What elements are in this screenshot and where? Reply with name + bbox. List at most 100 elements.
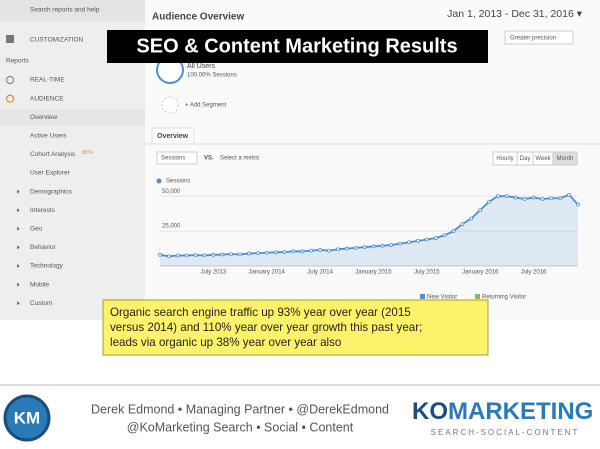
segment-name[interactable]: All Users	[187, 63, 216, 70]
point	[513, 195, 518, 200]
nav-item[interactable]: REAL-TIME	[30, 77, 65, 84]
logo-ko: KO	[412, 398, 448, 425]
point	[318, 248, 322, 252]
footer-line: Derek Edmond • Managing Partner • @Derek…	[91, 402, 389, 416]
point	[264, 250, 269, 255]
expand-arrow	[17, 208, 20, 213]
slide-title: SEO & Content Marketing Results	[136, 35, 457, 57]
nav-item[interactable]: Interests	[30, 207, 56, 214]
point	[460, 222, 465, 227]
legend-swatch	[156, 178, 162, 184]
point	[558, 196, 563, 201]
granularity-button[interactable]	[552, 151, 578, 166]
point	[567, 192, 572, 197]
search-placeholder: Search reports and help	[30, 7, 100, 14]
nav-icon	[6, 94, 14, 103]
point	[335, 247, 340, 252]
point	[220, 252, 225, 257]
callout-line: Organic search engine traffic up 93% yea…	[110, 306, 411, 319]
point	[424, 237, 429, 242]
callout-line: leads via organic up 38% year over year …	[110, 336, 341, 349]
legend-label: Sessions	[166, 179, 190, 185]
expand-arrow	[17, 189, 20, 194]
nav-item[interactable]: AUDIENCE	[30, 95, 64, 102]
y-tick-label: 25,000	[162, 224, 181, 230]
badge	[3, 394, 51, 442]
point	[487, 199, 491, 204]
footer-line: @KoMarketing Search • Social • Content	[127, 420, 354, 434]
point	[229, 252, 234, 257]
point	[175, 253, 180, 258]
point	[291, 249, 296, 254]
point	[255, 251, 260, 256]
nav-item[interactable]: CUSTOMIZATION	[30, 37, 84, 44]
tab[interactable]	[151, 127, 195, 145]
nav-item[interactable]: Behavior	[30, 244, 56, 251]
point	[353, 245, 358, 250]
metric-select[interactable]	[156, 151, 198, 165]
point	[549, 196, 554, 201]
date-range[interactable]: Jan 1, 2013 - Dec 31, 2016 ▾	[447, 8, 583, 20]
callout-line: versus 2014) and 110% year over year gro…	[110, 321, 422, 334]
add-segment-icon	[161, 96, 179, 114]
point	[282, 250, 287, 254]
point	[362, 245, 367, 250]
logo: KOMARKETING	[412, 398, 593, 425]
point	[211, 252, 216, 257]
vs-label: VS.	[204, 156, 214, 162]
point	[380, 243, 385, 248]
x-tick-label: January 2015	[355, 270, 392, 276]
point	[531, 195, 536, 200]
nav-item[interactable]: Overview	[30, 114, 57, 121]
expand-arrow	[17, 282, 20, 287]
expand-arrow	[17, 245, 20, 250]
point	[371, 244, 376, 249]
nav-item[interactable]: Cohort Analysis	[30, 151, 76, 158]
precision-button[interactable]	[504, 30, 574, 45]
x-tick-label: July 2014	[307, 270, 333, 276]
logo-rest: MARKETING	[448, 398, 593, 425]
nav-highlight	[0, 109, 145, 126]
x-tick-label: July 2016	[521, 270, 547, 276]
button-label: Month	[557, 156, 574, 162]
point	[327, 248, 331, 253]
nav-item[interactable]: Active Users	[30, 133, 67, 140]
button-label: Week	[535, 156, 551, 162]
area	[160, 194, 578, 266]
point	[344, 246, 349, 251]
point	[398, 241, 403, 246]
callout	[102, 299, 489, 356]
nav-item[interactable]: Custom	[30, 300, 52, 307]
section-label: Reports	[6, 58, 30, 65]
expand-arrow	[17, 301, 20, 306]
point	[184, 253, 189, 258]
add-segment[interactable]: + Add Segment	[185, 103, 227, 109]
nav-item[interactable]: Demographics	[30, 188, 73, 195]
nav-item[interactable]: Technology	[30, 263, 64, 270]
tab-label: Overview	[157, 133, 189, 140]
nav-item[interactable]: Geo	[30, 226, 43, 233]
point	[442, 233, 447, 238]
page-title: Audience Overview	[152, 12, 244, 23]
point	[540, 197, 545, 201]
point	[522, 197, 527, 201]
metric-label: Sessions	[161, 156, 185, 162]
point	[193, 253, 198, 258]
search-box[interactable]	[0, 0, 145, 22]
point	[451, 229, 456, 233]
point	[576, 202, 580, 207]
point	[309, 248, 314, 253]
point	[504, 194, 509, 199]
select-metric[interactable]: Select a metric	[220, 156, 260, 162]
nav-item[interactable]: User Explorer	[30, 170, 71, 177]
x-tick-label: July 2015	[414, 270, 440, 276]
badge-text: KM	[14, 408, 40, 427]
point	[407, 240, 411, 245]
button-label: Hourly	[496, 156, 513, 162]
legend-swatch	[475, 294, 480, 299]
legend-swatch	[420, 294, 425, 299]
expand-arrow	[17, 226, 20, 231]
nav-item[interactable]: Mobile	[30, 281, 50, 288]
